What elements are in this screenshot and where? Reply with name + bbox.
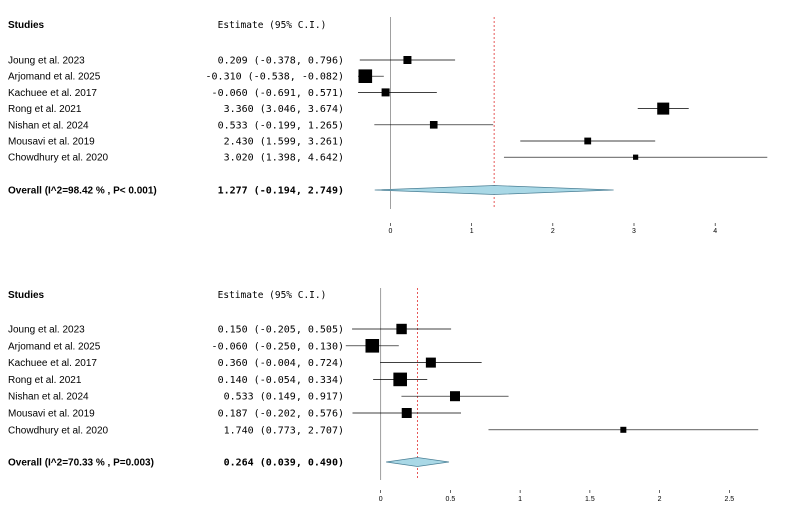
overall-diamond [386, 457, 450, 467]
study-label: Rong et al. 2021 [8, 375, 82, 386]
study-point-box [449, 391, 460, 402]
overall-diamond [374, 185, 614, 195]
study-estimate-text: 0.209 (-0.378, 0.796) [218, 56, 344, 67]
overall-label: Overall (I^2=70.33 % , P=0.003) [8, 458, 154, 469]
x-tick-label: 4 [713, 228, 717, 235]
study-point-box [365, 339, 380, 353]
study-estimate-text: 0.533 (-0.199, 1.265) [218, 120, 344, 131]
study-estimate-text: 3.020 (1.398, 4.642) [224, 153, 344, 164]
study-point-box [396, 323, 407, 335]
study-estimate-text: 1.740 (0.773, 2.707) [224, 425, 344, 436]
study-estimate-text: 0.360 (-0.004, 0.724) [218, 358, 344, 369]
study-label: Joung et al. 2023 [8, 56, 85, 67]
study-point-box [401, 408, 412, 418]
x-tick-label: 0.5 [446, 496, 456, 503]
x-tick-label: 1.5 [585, 496, 595, 503]
x-tick-label: 1 [470, 228, 474, 235]
forest-panel-1: Studies Estimate (95% C.I.) Joung et al. 2… [8, 17, 768, 235]
study-label: Chowdhury et al. 2020 [8, 153, 109, 164]
study-label: Nishan et al. 2024 [8, 120, 89, 131]
x-tick-label: 3 [632, 228, 636, 235]
study-estimate-text: 0.140 (-0.054, 0.334) [218, 375, 344, 386]
x-axis: 0 1 2 3 4 [389, 223, 717, 235]
studies-header: Studies [8, 290, 45, 301]
study-label: Chowdhury et al. 2020 [8, 425, 109, 436]
overall-estimate-text: 1.277 (-0.194, 2.749) [218, 186, 344, 197]
study-label: Nishan et al. 2024 [8, 392, 89, 403]
study-label: Rong et al. 2021 [8, 104, 82, 115]
forest-panel-2: Studies Estimate (95% C.I.) Joung et al. 2… [8, 288, 759, 503]
study-label: Arjomand et al. 2025 [8, 341, 101, 352]
study-label: Joung et al. 2023 [8, 325, 85, 336]
study-point-box [425, 357, 436, 368]
estimate-header: Estimate (95% C.I.) [218, 290, 327, 301]
overall-estimate-text: 0.264 (0.039, 0.490) [224, 458, 344, 469]
study-point-box [633, 154, 639, 160]
study-point-box [429, 121, 438, 129]
study-estimate-text: 0.533 (0.149, 0.917) [224, 392, 344, 403]
study-point-box [584, 137, 592, 145]
study-estimate-text: 0.150 (-0.205, 0.505) [218, 325, 344, 336]
study-estimate-text: -0.060 (-0.250, 0.130) [212, 341, 344, 352]
overall-label: Overall (I^2=98.42 % , P< 0.001) [8, 186, 157, 197]
study-estimate-text: 0.187 (-0.202, 0.576) [218, 409, 344, 420]
study-point-box [393, 372, 407, 387]
study-estimate-text: 2.430 (1.599, 3.261) [224, 137, 344, 148]
x-axis: 0 0.5 1 1.5 2 2.5 [379, 490, 734, 503]
x-tick-label: 1 [518, 496, 522, 503]
study-label: Mousavi et al. 2019 [8, 409, 95, 420]
study-label: Kachuee et al. 2017 [8, 358, 97, 369]
study-label: Mousavi et al. 2019 [8, 137, 95, 148]
x-tick-label: 2 [551, 228, 555, 235]
study-point-box [381, 88, 390, 97]
studies-header: Studies [8, 20, 45, 31]
study-label: Arjomand et al. 2025 [8, 72, 101, 83]
estimate-header: Estimate (95% C.I.) [218, 20, 327, 31]
study-label: Kachuee et al. 2017 [8, 88, 97, 99]
study-estimate-text: -0.310 (-0.538, -0.082) [206, 72, 344, 83]
study-estimate-text: 3.360 (3.046, 3.674) [224, 104, 344, 115]
study-estimate-text: -0.060 (-0.691, 0.571) [212, 88, 344, 99]
x-tick-label: 0 [379, 496, 383, 503]
x-tick-label: 2 [658, 496, 662, 503]
study-point-box [358, 69, 373, 83]
study-point-box [657, 102, 670, 115]
study-point-box [403, 56, 412, 64]
study-point-box [620, 426, 627, 433]
x-tick-label: 2.5 [724, 496, 734, 503]
x-tick-label: 0 [389, 228, 393, 235]
